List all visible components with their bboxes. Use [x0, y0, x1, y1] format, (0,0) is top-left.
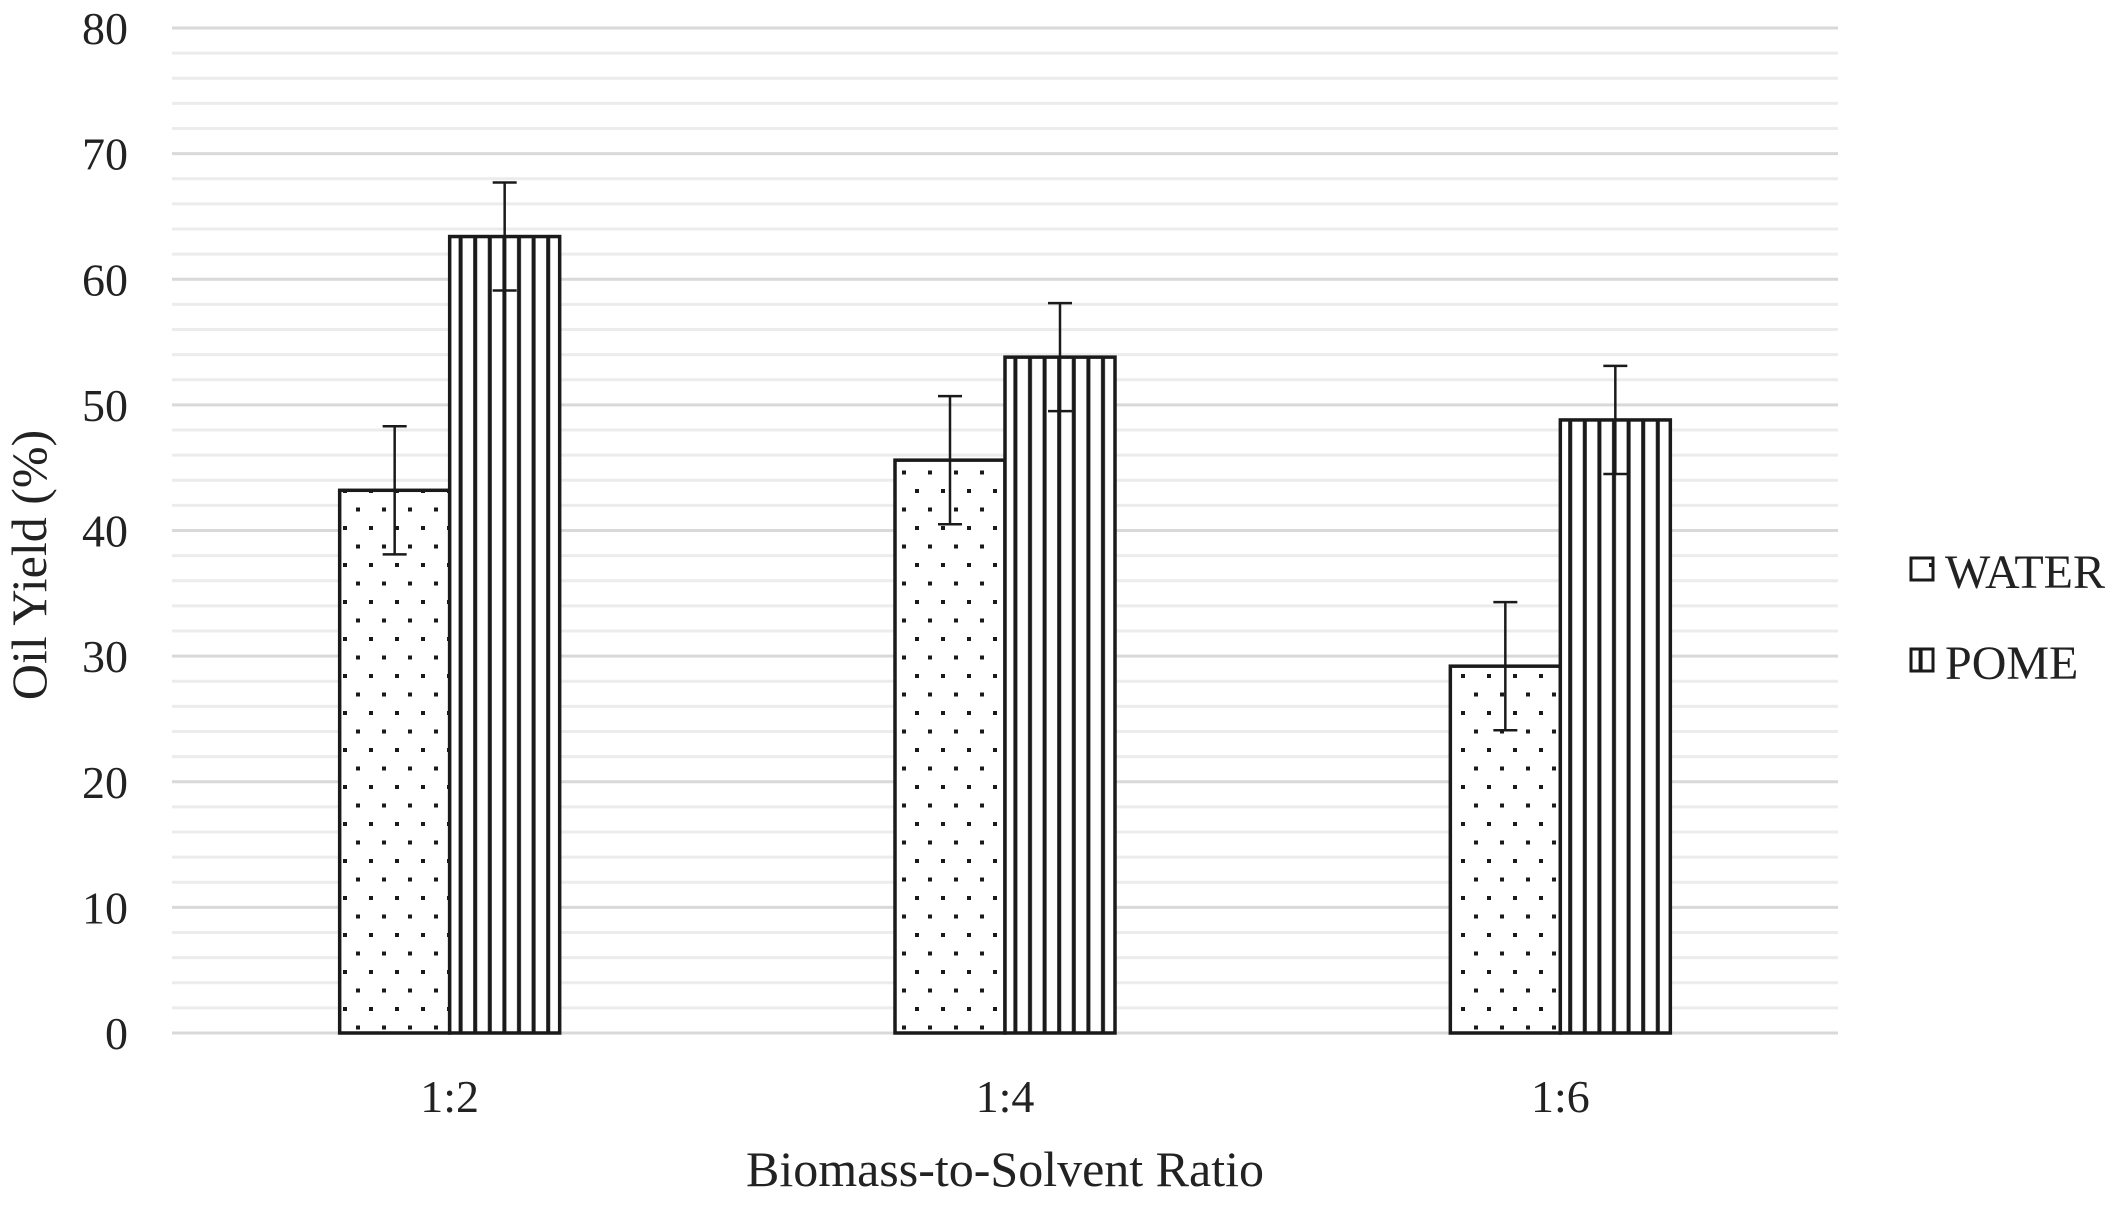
legend: WATER POME — [1909, 546, 2105, 690]
bar-water-1-4 — [893, 458, 1007, 1035]
bars — [337, 234, 1673, 1035]
legend-label: WATER — [1945, 546, 2105, 599]
x-tick-label: 1:2 — [420, 1071, 479, 1122]
y-tick-label: 20 — [82, 757, 128, 808]
error-bar — [1493, 600, 1518, 732]
bar-pome-1-2 — [447, 234, 562, 1035]
error-bar — [492, 181, 517, 292]
legend-item-pome: POME — [1909, 637, 2078, 690]
error-bars — [382, 181, 1628, 732]
y-tick-label: 50 — [82, 380, 128, 431]
legend-swatch — [1909, 647, 1935, 673]
x-tick-label: 1:6 — [1531, 1071, 1590, 1122]
bar-pome-1-6 — [1558, 418, 1673, 1035]
x-axis-title: Biomass-to-Solvent Ratio — [746, 1141, 1264, 1197]
x-tick-label: 1:4 — [976, 1071, 1035, 1122]
legend-label: POME — [1945, 637, 2078, 690]
y-tick-label: 10 — [82, 882, 128, 933]
x-axis-ticks: 1:2 1:4 1:6 — [420, 1071, 1589, 1122]
y-tick-label: 70 — [82, 129, 128, 180]
legend-item-water: WATER — [1909, 546, 2105, 599]
y-tick-label: 60 — [82, 254, 128, 305]
y-axis-title: Oil Yield (%) — [1, 430, 57, 700]
bar-water-1-2 — [337, 488, 452, 1035]
y-tick-label: 30 — [82, 631, 128, 682]
error-bar — [938, 394, 962, 526]
y-axis-ticks: 0 10 20 30 40 50 60 70 80 — [82, 3, 128, 1059]
y-tick-label: 80 — [82, 3, 128, 54]
legend-swatch — [1909, 556, 1935, 582]
error-bar — [1048, 301, 1072, 413]
error-bar — [382, 424, 407, 556]
y-tick-label: 0 — [105, 1008, 128, 1059]
bar-pome-1-4 — [1003, 355, 1117, 1035]
y-tick-label: 40 — [82, 506, 128, 557]
error-bar — [1603, 364, 1628, 476]
